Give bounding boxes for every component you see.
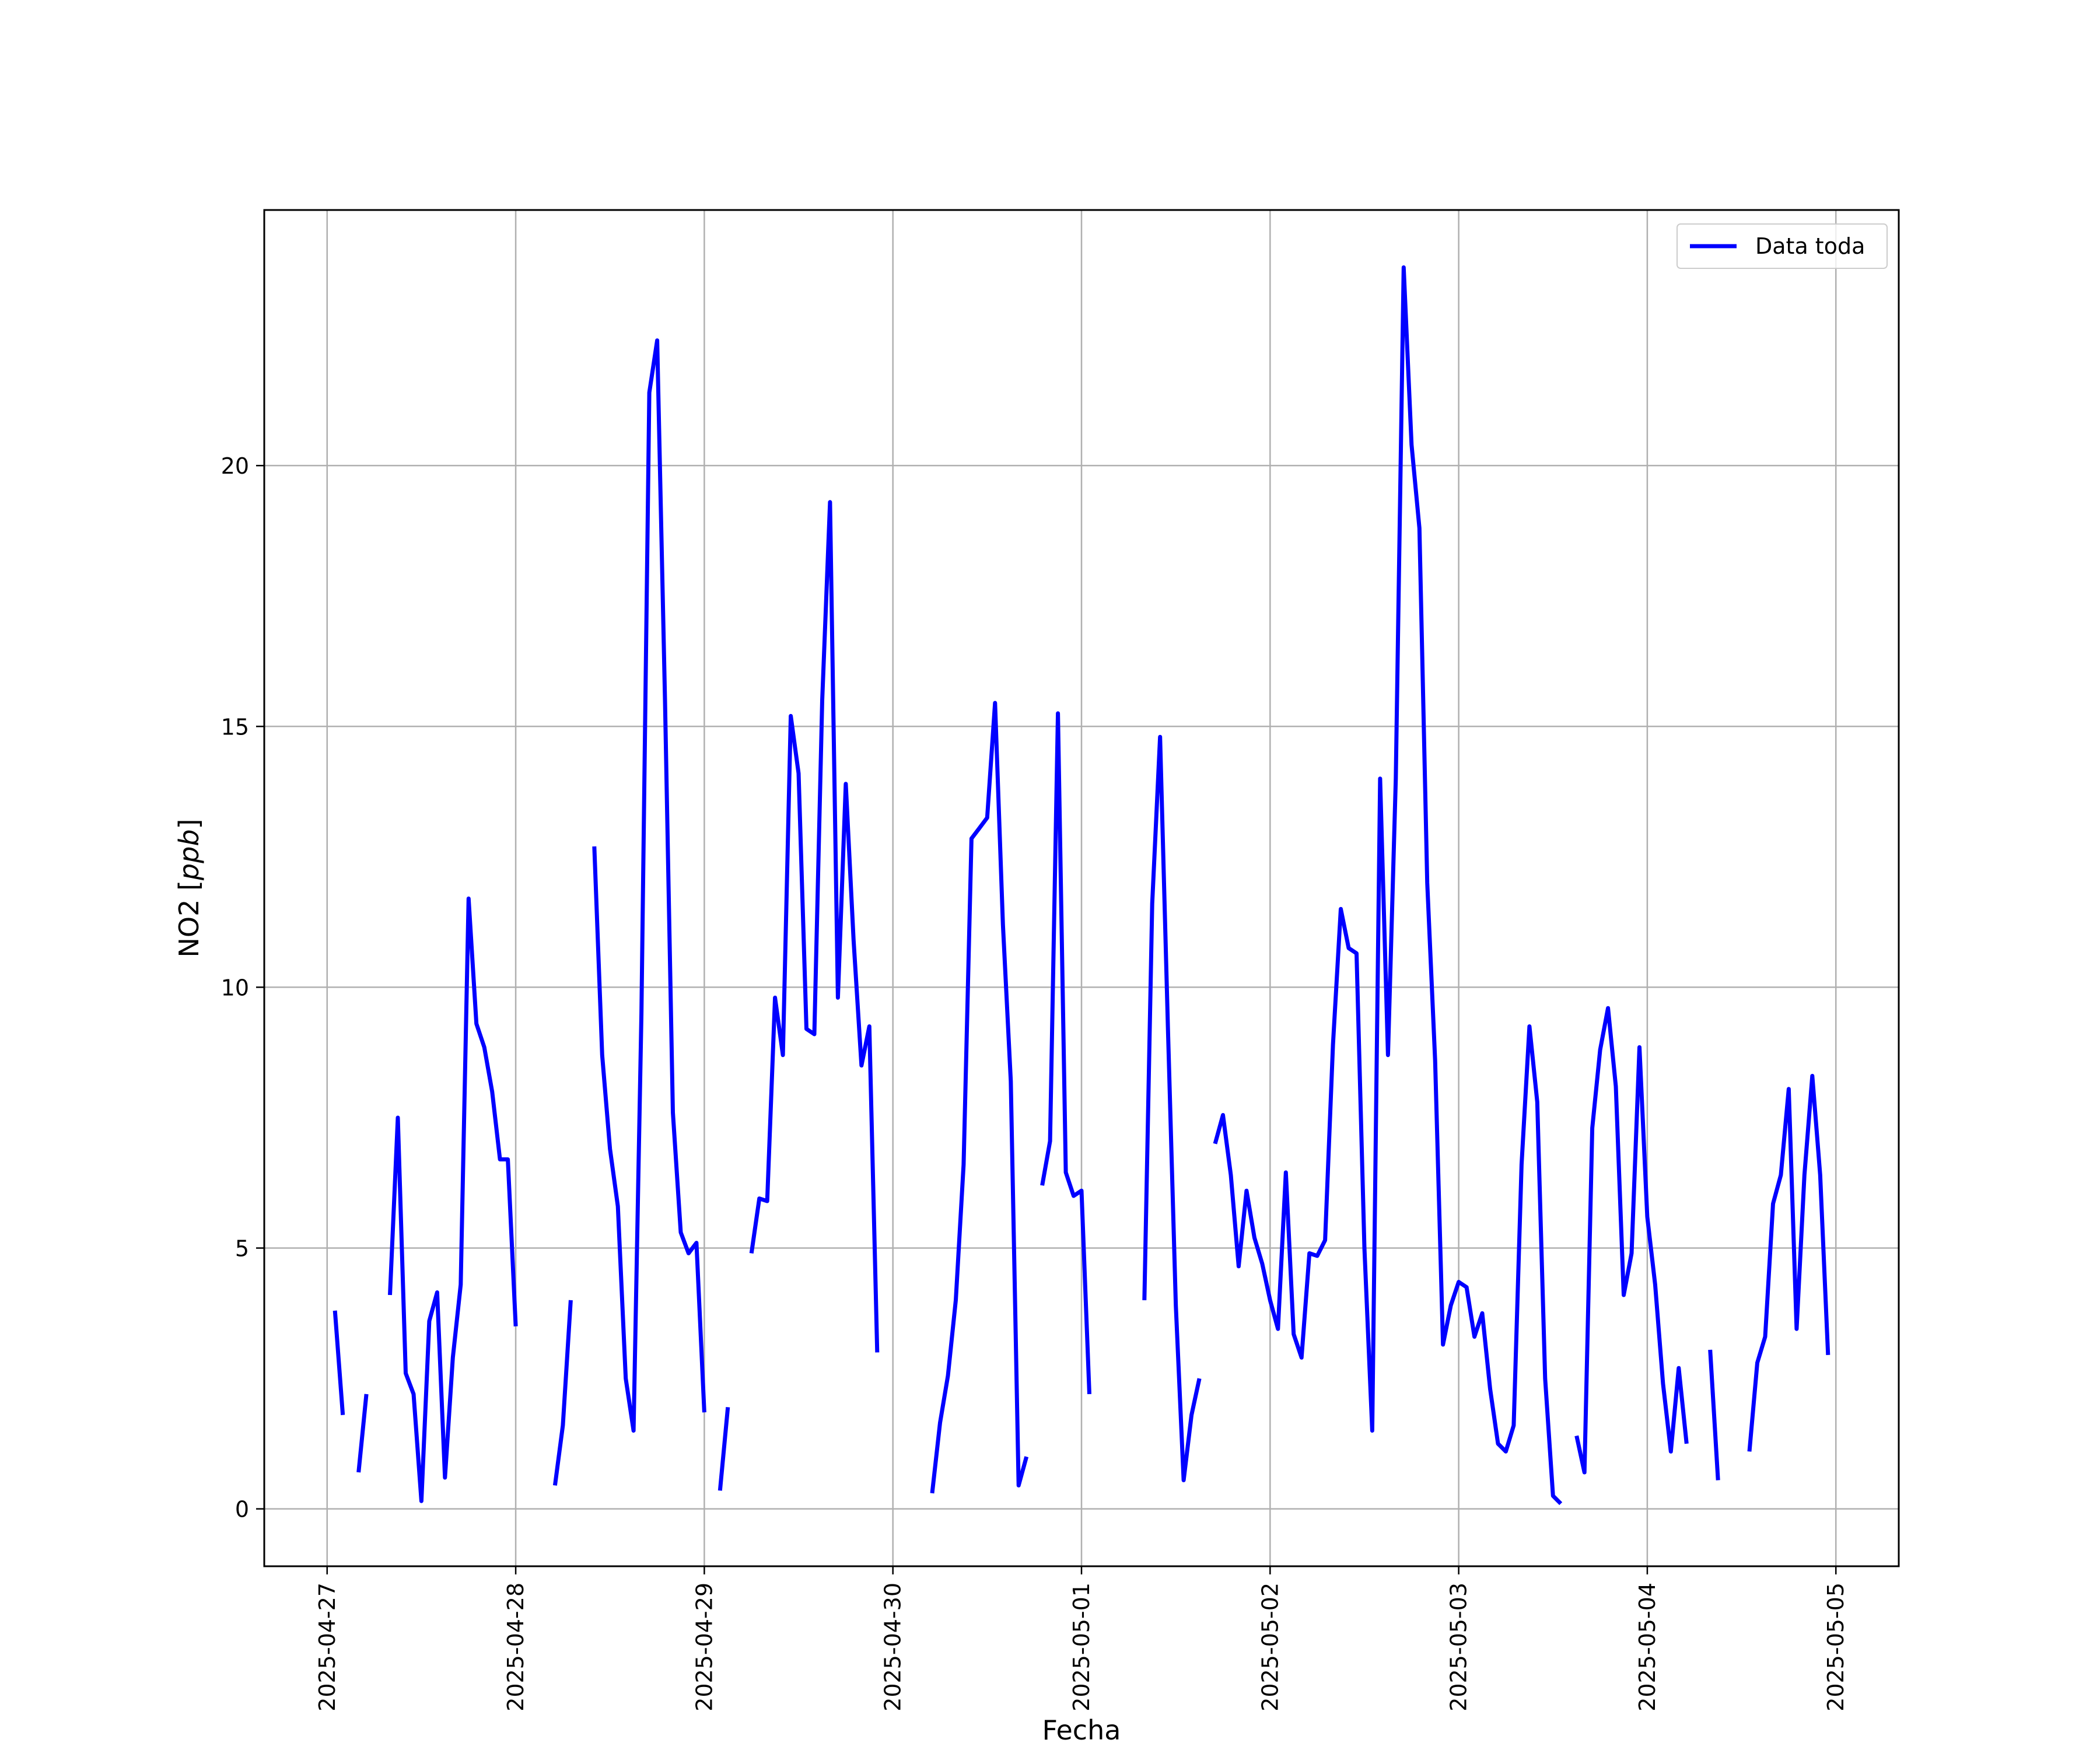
y-axis: 0 5 10 15 20 <box>221 453 264 1522</box>
series-line-segment <box>356 1394 369 1473</box>
series-line-segment <box>1747 1073 1831 1452</box>
legend-box <box>1676 223 1888 269</box>
y-axis-label-main: NO2 [ <box>173 880 205 957</box>
legend: Data toda <box>1676 223 1888 269</box>
x-tick-label: 2025-05-04 <box>1634 1583 1660 1712</box>
y-axis-label-unit: ppb <box>173 829 205 881</box>
x-axis-label: Fecha <box>1042 1714 1121 1746</box>
series-line-segment <box>332 1310 345 1415</box>
x-tick-label: 2025-05-05 <box>1823 1583 1849 1712</box>
series-line-segment <box>1708 1349 1720 1480</box>
x-tick-label: 2025-05-01 <box>1069 1583 1094 1712</box>
series-line-segment <box>930 701 1029 1494</box>
x-tick-label: 2025-04-29 <box>691 1583 717 1712</box>
series-line-segment <box>1213 265 1563 1506</box>
grid <box>264 210 1899 1566</box>
y-axis-label-close: ] <box>173 818 205 829</box>
y-tick-label: 5 <box>235 1236 249 1262</box>
y-tick-label: 10 <box>221 975 249 1000</box>
series-line-segment <box>1142 734 1202 1482</box>
series-line-segment <box>552 1300 573 1486</box>
series-line-segment <box>592 338 706 1433</box>
series-line-segment <box>388 896 518 1503</box>
series-line-segment <box>1040 711 1091 1395</box>
x-tick-label: 2025-04-30 <box>880 1583 906 1712</box>
series-line-segment <box>1574 1006 1689 1475</box>
series-line-segment <box>749 500 880 1353</box>
y-tick-label: 15 <box>221 714 249 740</box>
x-tick-label: 2025-04-28 <box>503 1583 528 1712</box>
x-tick-label: 2025-05-02 <box>1257 1583 1283 1712</box>
x-tick-label: 2025-04-27 <box>314 1583 340 1712</box>
y-tick-label: 0 <box>235 1497 249 1522</box>
series-line-segment <box>718 1406 730 1491</box>
x-tick-label: 2025-05-03 <box>1446 1583 1472 1712</box>
x-axis: 2025-04-27 2025-04-28 2025-04-29 2025-04-30… <box>314 1566 1849 1712</box>
series-data-toda <box>332 265 1831 1506</box>
legend-label: Data toda <box>1755 233 1865 259</box>
y-axis-label: NO2 [ppb] <box>173 818 205 957</box>
y-tick-label: 20 <box>221 453 249 479</box>
